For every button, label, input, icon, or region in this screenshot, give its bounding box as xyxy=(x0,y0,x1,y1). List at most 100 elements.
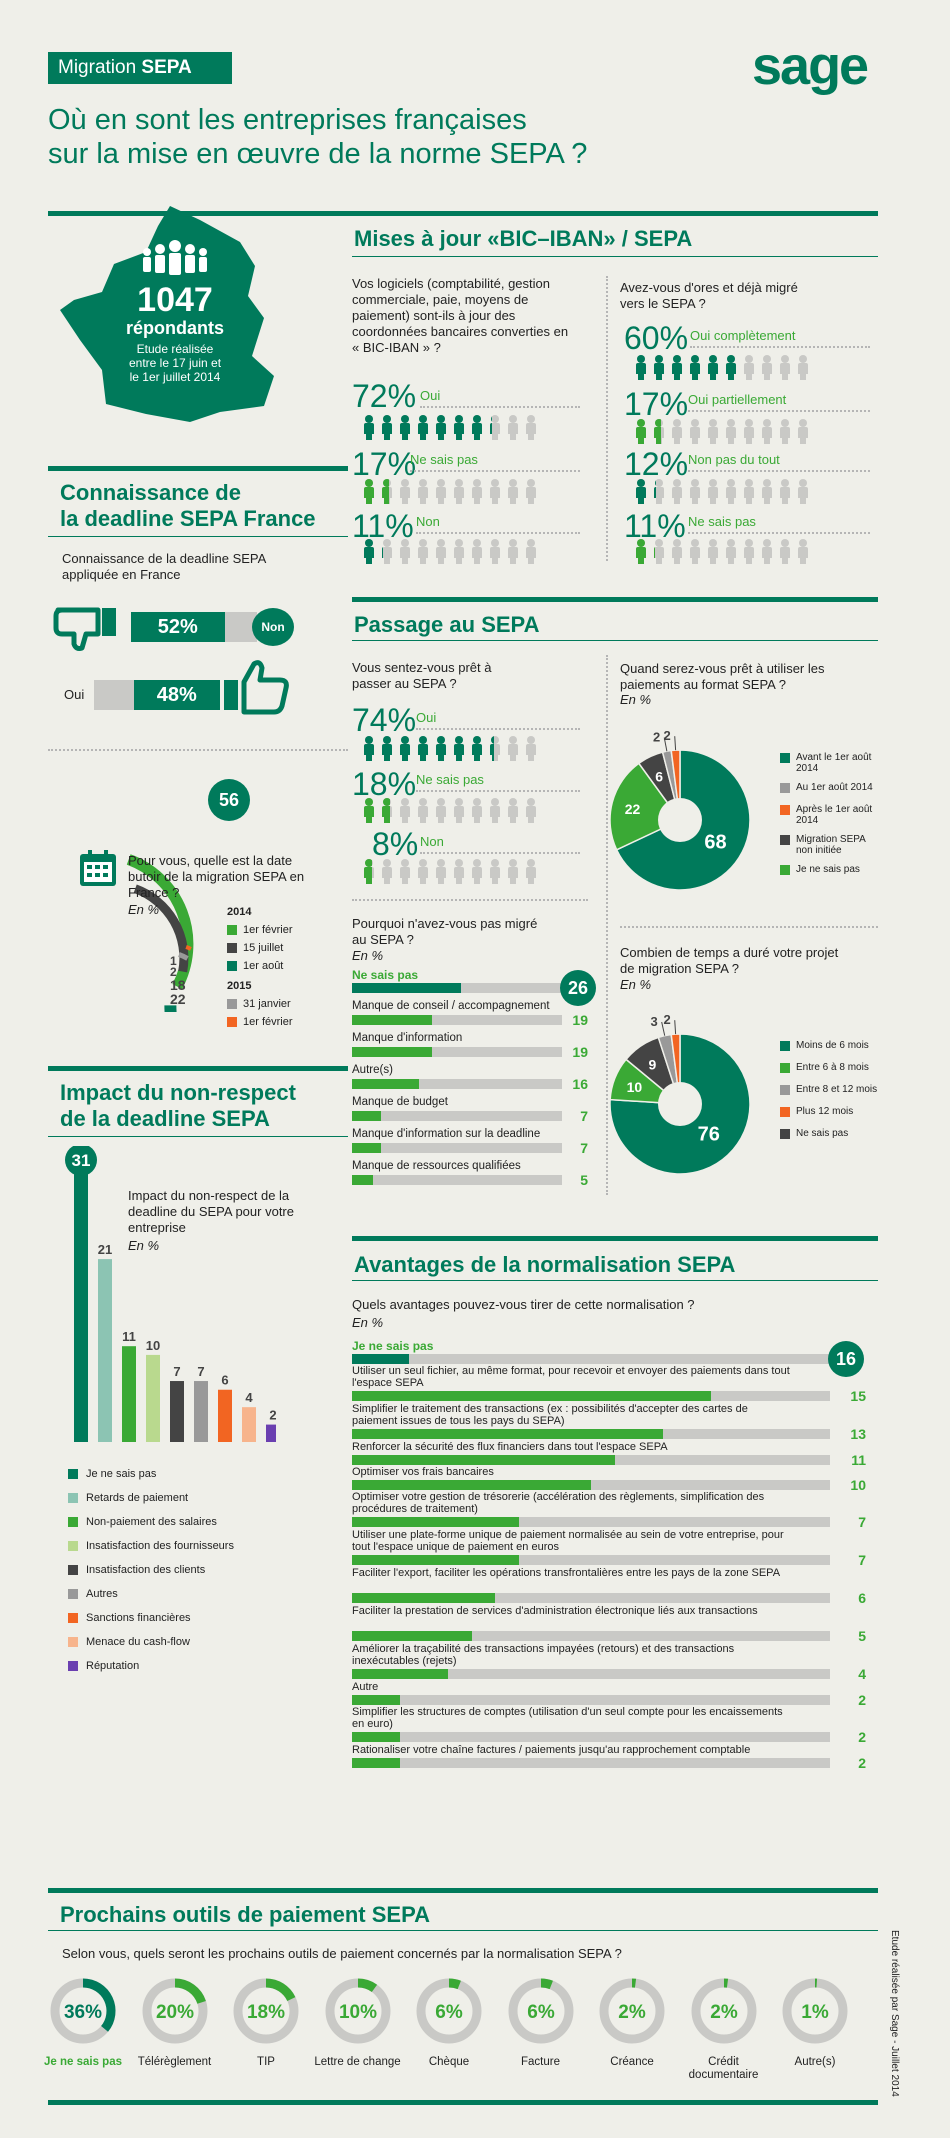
france-map xyxy=(60,206,274,422)
prochains-donut-row: 36% Je ne sais pas 20% Télérèglement 18% TIP 1… xyxy=(44,1976,878,2086)
person-icon xyxy=(672,539,682,564)
dotted-line xyxy=(48,749,348,751)
bic-q2-label-1: Oui partiellement xyxy=(688,392,787,407)
person-icon xyxy=(636,479,646,504)
legend-swatch xyxy=(780,865,790,875)
person-icon xyxy=(762,355,772,380)
respondents-line1: Etude réalisée xyxy=(136,342,214,356)
reason-fill xyxy=(352,1143,382,1153)
person-icon xyxy=(726,479,736,504)
person-icon xyxy=(364,798,374,823)
impact-bar xyxy=(146,1354,160,1442)
avantage-track xyxy=(352,1480,830,1490)
person-icon xyxy=(472,415,482,440)
reason-top-bubble: 26 xyxy=(560,970,596,1006)
calendar-icon xyxy=(80,850,116,886)
person-icon xyxy=(418,736,428,761)
impact-bar xyxy=(266,1424,276,1442)
legend-swatch xyxy=(68,1541,78,1552)
passage-q4: Combien de temps a duré votre projet de … xyxy=(620,945,839,976)
legend-swatch xyxy=(780,1107,790,1117)
person-icon xyxy=(690,479,700,504)
person-icon xyxy=(654,355,664,380)
person-icon xyxy=(382,736,392,761)
person-icon xyxy=(418,798,428,823)
pie-hole xyxy=(658,798,702,842)
person-icon xyxy=(490,539,500,564)
legend-label: Sanctions financières xyxy=(86,1612,191,1624)
person-icon xyxy=(508,859,518,884)
donut-arc xyxy=(540,1978,553,1990)
deadline-legend-0: 1er février xyxy=(227,924,293,936)
person-icon xyxy=(364,859,374,884)
avantages-bar-chart: Je ne sais pas 16 Utiliser un seul fichier… xyxy=(352,1340,878,1860)
deadline-arcs-chart xyxy=(126,854,194,1012)
legend-label: Insatisfaction des fournisseurs xyxy=(86,1540,234,1552)
avantage-top-bubble: 16 xyxy=(828,1341,864,1377)
pie-value: 68 xyxy=(704,832,726,854)
sage-logo: sage xyxy=(752,36,869,96)
passage-rule xyxy=(352,597,878,602)
person-icon xyxy=(490,415,500,440)
deadline-year1: 2014 xyxy=(227,906,252,918)
person-icon xyxy=(508,736,518,761)
legend-swatch xyxy=(780,805,790,815)
badge-bold: SEPA xyxy=(141,57,192,78)
people-row-bic-q2-0 xyxy=(630,354,810,385)
dotted-line xyxy=(620,926,878,928)
donut-label: TIP xyxy=(257,2056,275,2068)
dotted-line xyxy=(410,470,580,472)
passage-q1-label-2: Non xyxy=(420,834,444,849)
person-icon xyxy=(454,539,464,564)
person-icon xyxy=(508,539,518,564)
deadline-arc xyxy=(185,945,192,951)
donut-value: 36% xyxy=(64,2002,102,2023)
avantage-label: Renforcer la sécurité des flux financier… xyxy=(352,1441,668,1453)
person-icon xyxy=(490,479,500,504)
respondents-line3: le 1er juillet 2014 xyxy=(129,370,221,384)
pie-leader xyxy=(674,736,677,751)
avantage-label: Je ne sais pas xyxy=(352,1339,434,1353)
impact-title-line1: Impact du non-respect xyxy=(60,1080,296,1105)
person-icon xyxy=(436,736,446,761)
legend-swatch xyxy=(68,1613,78,1624)
reason-track xyxy=(352,983,562,993)
legend-swatch xyxy=(780,1041,790,1051)
person-icon xyxy=(708,419,718,444)
person-icon xyxy=(436,479,446,504)
respondents-block: 1047 répondants Etude réalisée entre le … xyxy=(100,282,250,384)
prochains-rule xyxy=(48,1888,878,1893)
pie-legend-item: Avant le 1er août 2014 xyxy=(780,752,880,774)
person-icon xyxy=(400,859,410,884)
reasons-bar-chart: Ne sais pas 26 Manque de conseil / accompa… xyxy=(352,968,602,1208)
person-icon xyxy=(726,355,736,380)
impact-value: 11 xyxy=(122,1329,136,1344)
person-icon xyxy=(526,479,536,504)
donut-value: 6% xyxy=(527,2002,555,2023)
person-icon xyxy=(526,736,536,761)
avantage-label: Utiliser un seul fichier, au même format… xyxy=(352,1365,790,1389)
reason-value: 5 xyxy=(580,1172,588,1188)
person-icon xyxy=(690,539,700,564)
donut-arc xyxy=(448,1978,461,1990)
impact-bar xyxy=(74,1172,88,1442)
person-icon xyxy=(744,479,754,504)
donut-value: 10% xyxy=(338,2002,376,2023)
legend-label: Au 1er août 2014 xyxy=(796,782,873,793)
donut-label: Créance xyxy=(610,2056,654,2068)
non-bar: 52% xyxy=(131,612,225,642)
impact-legend-item: Non-paiement des salaires xyxy=(68,1516,217,1528)
thumb-down-icon xyxy=(53,607,116,651)
dotted-line xyxy=(690,346,870,348)
avantage-track xyxy=(352,1631,830,1641)
donut-label: Je ne sais pas xyxy=(44,2056,122,2068)
reason-track xyxy=(352,1111,562,1121)
people-row-bic-q1-2 xyxy=(358,538,538,569)
bic-q2-label-3: Ne sais pas xyxy=(688,514,756,529)
avantages-thin-rule xyxy=(352,1280,878,1281)
pie-legend-item: Migration SEPA non initiée xyxy=(780,834,880,856)
oui-label: Oui xyxy=(64,687,85,702)
person-icon xyxy=(454,736,464,761)
avantage-fill xyxy=(352,1517,520,1527)
impact-legend-item: Menace du cash-flow xyxy=(68,1636,190,1648)
